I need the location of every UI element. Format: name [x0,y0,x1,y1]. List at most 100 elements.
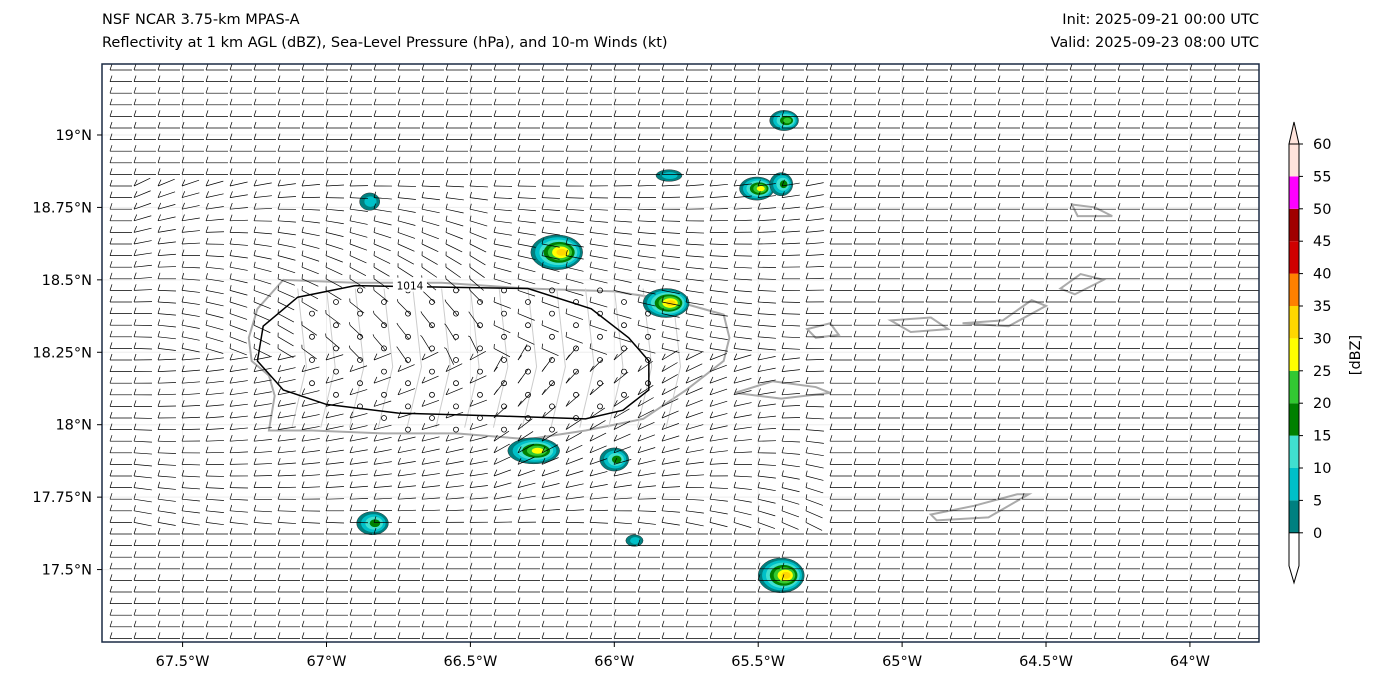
barb-tick [109,98,113,105]
wind-barb [901,121,924,129]
wind-barb [973,156,996,164]
barb-tick [805,64,809,71]
wind-barb [229,145,252,152]
wind-barb [1045,87,1068,94]
wind-barb [301,145,324,152]
barb-tick [445,75,449,82]
wind-barb [781,145,804,152]
wind-barb [781,191,800,198]
wind-barb [589,110,612,117]
wind-barb [853,133,876,140]
barb-tick [925,191,929,198]
barb-tick [613,191,617,198]
wind-barb [373,87,396,94]
barb-tick [397,121,401,129]
barb-tick [877,168,881,175]
wind-barb [1165,64,1188,71]
barb-tick [445,121,449,129]
barb-tick [685,121,689,129]
municipality-border [435,288,451,428]
wind-barb [613,203,632,211]
barb-tick [421,64,425,71]
barb-tick [973,191,977,198]
wind-barb [181,64,204,71]
barb-tick [1141,98,1145,105]
barb-tick [397,64,401,71]
barb-tick [1141,75,1145,82]
barb-tick [1213,133,1217,140]
barb-tick [733,145,737,152]
barb-staff [229,219,249,222]
wind-barb [301,75,324,82]
barb-staff [205,206,224,210]
coastline-vieques [734,380,831,400]
barb-tick [1165,75,1169,82]
barb-tick [1141,87,1145,94]
barb-tick [1021,145,1025,152]
barb-tick [1045,145,1049,152]
barb-tick [157,191,162,198]
wind-barb [109,87,132,94]
reflectivity-cell [756,185,765,192]
wind-barb [1237,145,1259,152]
wind-barb [853,203,876,210]
coastline-anegada [1070,203,1113,218]
barb-tick [829,145,833,152]
wind-barb [541,203,560,211]
barb-tick [181,191,186,198]
wind-barb [445,168,468,175]
wind-barb [613,87,636,94]
barb-tick [1237,98,1241,105]
wind-barb [925,179,948,187]
barb-staff [181,217,200,222]
barb-tick [1117,75,1121,82]
wind-barb [997,64,1020,71]
barb-tick [613,168,617,175]
wind-barb [277,203,297,210]
barb-tick [973,133,977,140]
wind-barb [613,64,636,71]
barb-tick [733,179,737,187]
wind-barb [325,145,348,152]
wind-barb [565,87,588,94]
wind-barb [133,64,156,71]
barb-tick [925,64,929,71]
wind-barb [373,179,393,187]
wind-barb [1045,121,1068,129]
barb-tick [853,75,857,82]
wind-barb [901,145,924,152]
reflectivity-cell [781,571,791,579]
barb-staff [469,197,488,201]
barb-staff [373,208,392,213]
barb-tick [157,156,161,163]
wind-barb [301,98,324,106]
barb-staff [733,183,752,187]
barb-tick [949,87,953,94]
wind-barb [1213,179,1236,187]
barb-tick [373,179,377,187]
barb-staff [421,185,440,188]
barb-tick [157,179,162,187]
barb-tick [1237,168,1241,175]
barb-tick [997,203,1001,210]
wind-barb [1141,121,1164,129]
wind-barb [493,87,516,94]
wind-barb [253,203,272,210]
wind-barb [421,98,444,106]
wind-barb [973,87,996,94]
wind-barb [205,156,228,164]
wind-barb [181,75,204,82]
barb-tick [1093,75,1097,82]
barb-tick [133,145,137,152]
wind-barb [301,133,324,140]
wind-barb [109,156,132,164]
wind-barb [1045,156,1068,164]
barb-staff [205,193,224,198]
reflectivity-cell [783,117,792,124]
barb-tick [325,87,329,94]
barb-tick [109,191,113,198]
barb-tick [997,64,1001,71]
barb-tick [1117,203,1121,210]
wind-barb [445,64,468,71]
barb-tick [397,110,401,117]
